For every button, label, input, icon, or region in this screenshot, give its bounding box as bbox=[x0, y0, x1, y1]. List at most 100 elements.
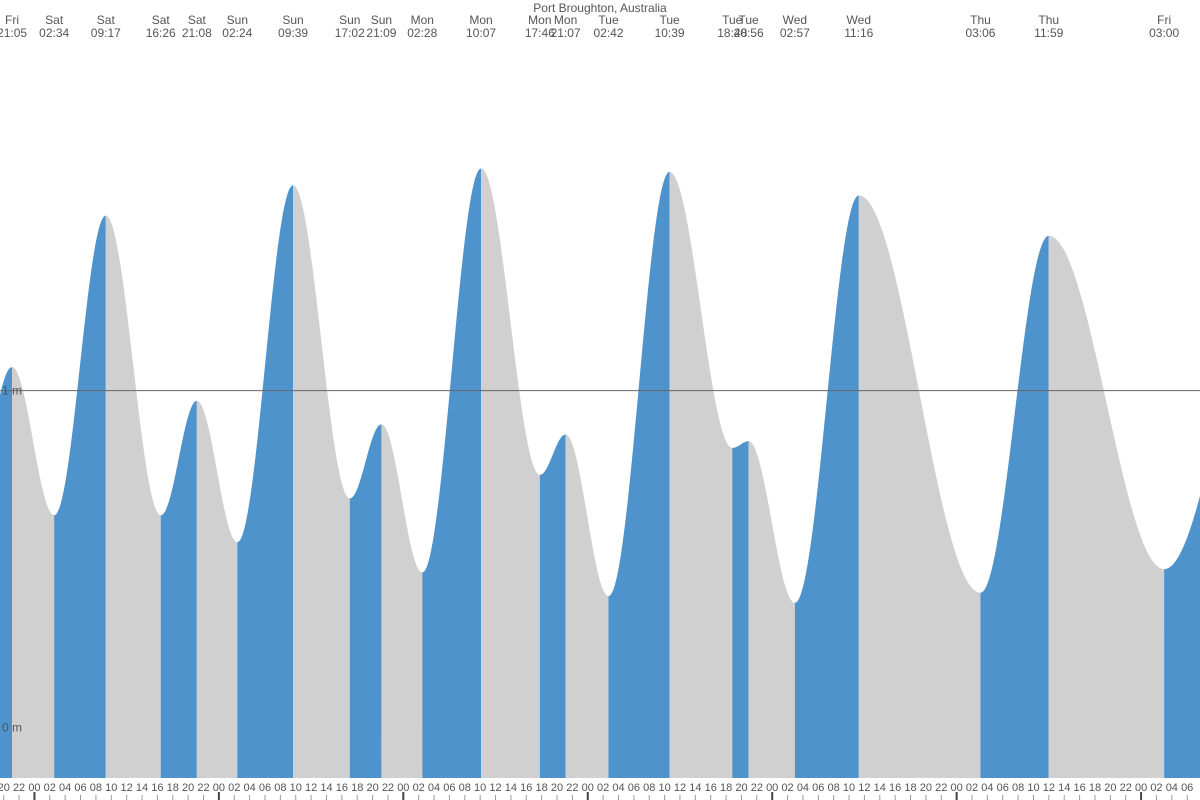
rising-area bbox=[794, 195, 859, 779]
x-tick-label: 08 bbox=[1012, 782, 1024, 794]
x-tick-label: 22 bbox=[566, 782, 578, 794]
x-tick-label: 18 bbox=[536, 782, 548, 794]
x-tick-label: 04 bbox=[243, 782, 255, 794]
extreme-time: 21:07 bbox=[551, 26, 581, 40]
falling-area bbox=[748, 441, 795, 778]
extreme-day: Sat bbox=[188, 13, 207, 27]
x-tick-label: 22 bbox=[1120, 782, 1132, 794]
extreme-day: Thu bbox=[1038, 13, 1059, 27]
extreme-day: Sun bbox=[371, 13, 392, 27]
x-tick-label: 20 bbox=[366, 782, 378, 794]
x-tick-label: 00 bbox=[951, 782, 963, 794]
rising-area bbox=[349, 424, 382, 778]
x-tick-label: 02 bbox=[228, 782, 240, 794]
x-tick-label: 22 bbox=[382, 782, 394, 794]
x-tick-label: 04 bbox=[981, 782, 993, 794]
extreme-time: 02:34 bbox=[39, 26, 69, 40]
x-tick-label: 18 bbox=[167, 782, 179, 794]
x-tick-label: 16 bbox=[1073, 782, 1085, 794]
extreme-time: 02:57 bbox=[780, 26, 810, 40]
x-tick-label: 00 bbox=[582, 782, 594, 794]
x-tick-label: 14 bbox=[320, 782, 332, 794]
x-tick-label: 00 bbox=[766, 782, 778, 794]
x-tick-label: 06 bbox=[1181, 782, 1193, 794]
x-tick-label: 02 bbox=[966, 782, 978, 794]
x-tick-label: 00 bbox=[213, 782, 225, 794]
x-tick-label: 06 bbox=[628, 782, 640, 794]
extreme-day: Mon bbox=[411, 13, 434, 27]
extreme-day: Tue bbox=[598, 13, 619, 27]
extreme-day: Sun bbox=[282, 13, 303, 27]
x-tick-label: 22 bbox=[751, 782, 763, 794]
x-tick-label: 18 bbox=[720, 782, 732, 794]
x-tick-label: 12 bbox=[121, 782, 133, 794]
extreme-time: 16:26 bbox=[146, 26, 176, 40]
extreme-time: 18:48 bbox=[717, 26, 747, 40]
extreme-day: Fri bbox=[5, 13, 19, 27]
falling-area bbox=[105, 215, 161, 779]
x-tick-label: 20 bbox=[0, 782, 10, 794]
extreme-time: 11:16 bbox=[844, 26, 873, 40]
x-tick-label: 00 bbox=[28, 782, 40, 794]
x-tick-label: 20 bbox=[182, 782, 194, 794]
x-tick-label: 14 bbox=[1058, 782, 1070, 794]
x-tick-label: 06 bbox=[997, 782, 1009, 794]
x-tick-label: 02 bbox=[1150, 782, 1162, 794]
extreme-day: Sat bbox=[97, 13, 116, 27]
extreme-day: Fri bbox=[1157, 13, 1171, 27]
extreme-time: 10:07 bbox=[466, 26, 496, 40]
x-tick-label: 12 bbox=[674, 782, 686, 794]
x-tick-label: 02 bbox=[781, 782, 793, 794]
x-tick-label: 02 bbox=[413, 782, 425, 794]
x-tick-label: 20 bbox=[1104, 782, 1116, 794]
x-tick-label: 04 bbox=[428, 782, 440, 794]
y-tick-label: 0 m bbox=[2, 720, 22, 734]
x-tick-label: 10 bbox=[843, 782, 855, 794]
extreme-time: 02:28 bbox=[407, 26, 437, 40]
x-tick-label: 14 bbox=[505, 782, 517, 794]
x-tick-label: 00 bbox=[1135, 782, 1147, 794]
x-tick-label: 02 bbox=[597, 782, 609, 794]
x-tick-label: 12 bbox=[858, 782, 870, 794]
x-tick-label: 16 bbox=[336, 782, 348, 794]
x-tick-label: 20 bbox=[735, 782, 747, 794]
rising-area bbox=[160, 400, 197, 778]
falling-area bbox=[1048, 235, 1165, 778]
x-tick-label: 18 bbox=[351, 782, 363, 794]
x-tick-label: 10 bbox=[290, 782, 302, 794]
extreme-time: 21:08 bbox=[182, 26, 212, 40]
rising-area bbox=[608, 171, 670, 778]
extreme-day: Tue bbox=[659, 13, 680, 27]
rising-area bbox=[980, 235, 1049, 778]
falling-area bbox=[293, 185, 350, 779]
x-tick-label: 20 bbox=[920, 782, 932, 794]
x-tick-label: 14 bbox=[136, 782, 148, 794]
x-tick-label: 18 bbox=[1089, 782, 1101, 794]
falling-area bbox=[565, 434, 609, 778]
extreme-time: 20:56 bbox=[734, 26, 764, 40]
x-tick-label: 00 bbox=[397, 782, 409, 794]
chart-title: Port Broughton, Australia bbox=[533, 1, 667, 15]
x-tick-label: 10 bbox=[658, 782, 670, 794]
x-tick-label: 06 bbox=[74, 782, 86, 794]
rising-area bbox=[237, 185, 294, 779]
rising-area bbox=[732, 441, 749, 778]
x-tick-label: 06 bbox=[812, 782, 824, 794]
extreme-day: Wed bbox=[847, 13, 871, 27]
extreme-time: 10:39 bbox=[655, 26, 685, 40]
falling-area bbox=[381, 424, 423, 778]
x-tick-label: 10 bbox=[1027, 782, 1039, 794]
x-tick-label: 16 bbox=[151, 782, 163, 794]
extreme-day: Sat bbox=[152, 13, 171, 27]
rising-area bbox=[1164, 495, 1200, 778]
falling-area bbox=[481, 168, 540, 778]
x-tick-label: 08 bbox=[274, 782, 286, 794]
x-tick-label: 14 bbox=[689, 782, 701, 794]
extreme-day: Wed bbox=[783, 13, 807, 27]
x-tick-label: 16 bbox=[705, 782, 717, 794]
x-tick-label: 22 bbox=[13, 782, 25, 794]
extreme-time: 03:00 bbox=[1149, 26, 1179, 40]
extreme-time: 02:24 bbox=[222, 26, 252, 40]
x-tick-label: 18 bbox=[904, 782, 916, 794]
